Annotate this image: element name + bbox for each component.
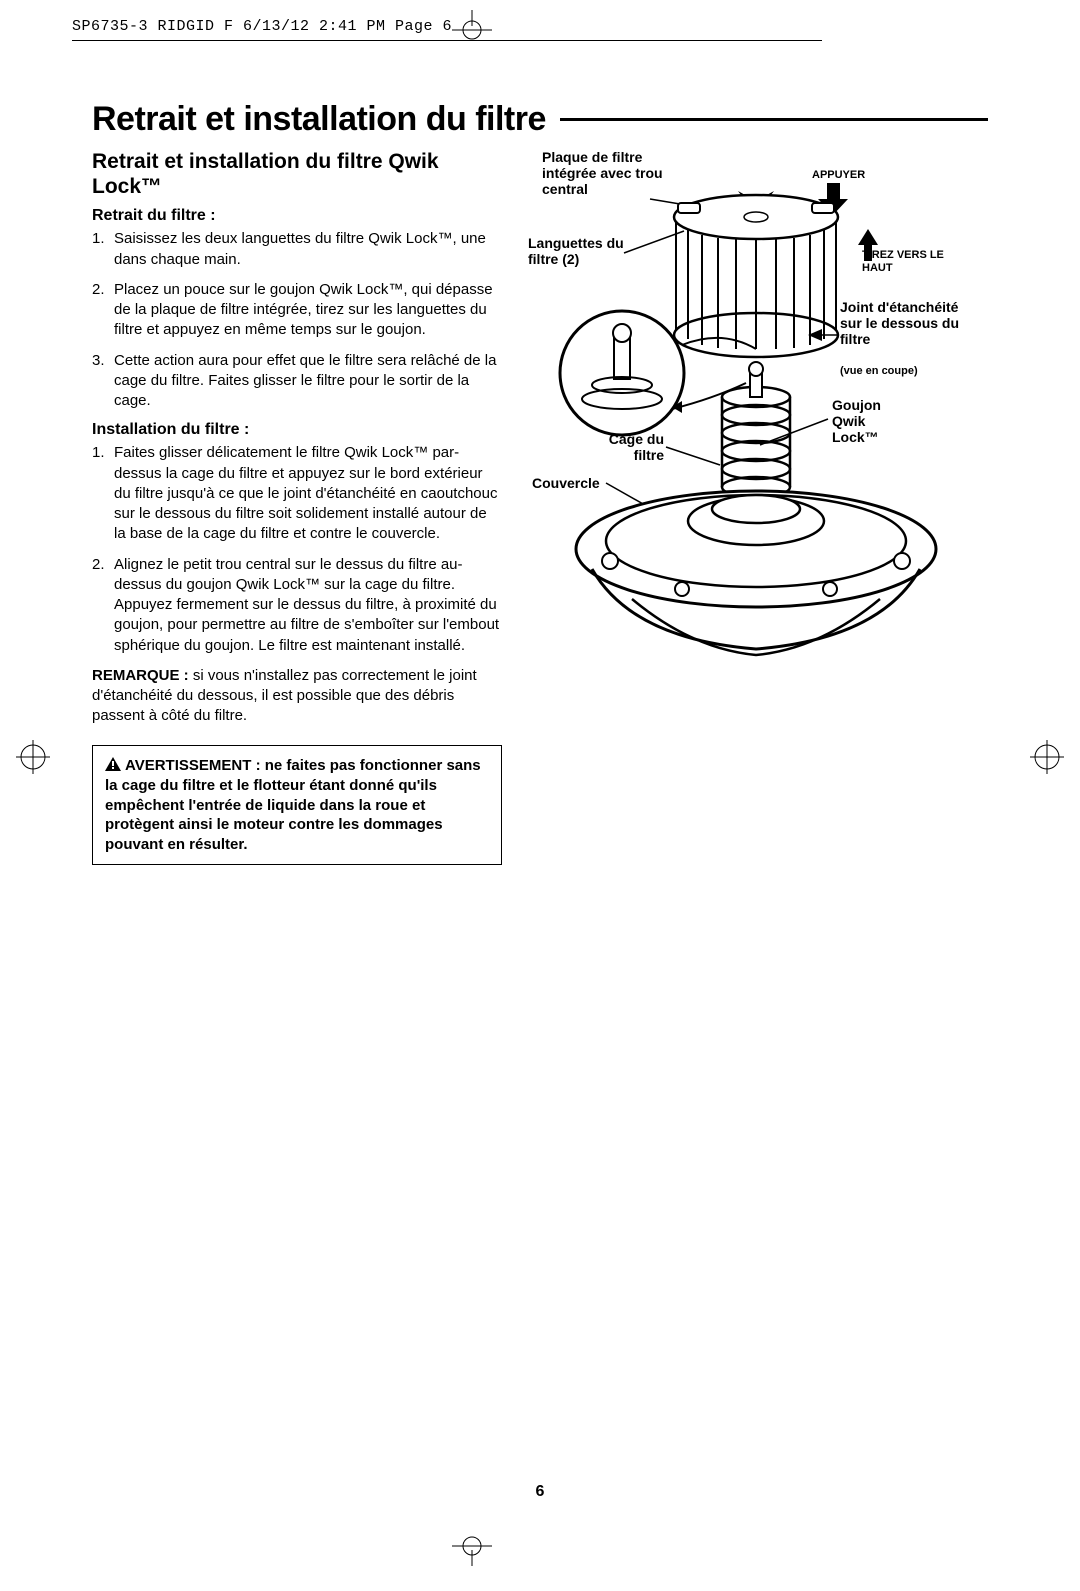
removal-heading: Retrait du filtre : (92, 207, 502, 225)
filter-diagram-svg (522, 149, 962, 709)
note-paragraph: REMARQUE : si vous n'installez pas corre… (92, 666, 502, 727)
page-content: Retrait et installation du filtre Retrai… (92, 100, 988, 865)
left-column: Retrait et installation du filtre Qwik L… (92, 149, 502, 865)
list-item: Cette action aura pour effet que le filt… (92, 351, 502, 412)
list-item: Alignez le petit trou central sur le des… (92, 555, 502, 656)
doc-header-meta: SP6735-3 RIDGID F 6/13/12 2:41 PM Page 6 (72, 18, 452, 35)
filter-diagram: Plaque de filtre intégrée avec trou cent… (522, 149, 962, 709)
title-rule (560, 118, 988, 121)
list-item: Saisissez les deux languettes du filtre … (92, 229, 502, 270)
removal-steps: Saisissez les deux languettes du filtre … (92, 229, 502, 411)
warning-box: AVERTISSEMENT : ne faites pas fonctionne… (92, 745, 502, 866)
note-label: REMARQUE : (92, 667, 189, 684)
two-column-layout: Retrait et installation du filtre Qwik L… (92, 149, 988, 865)
page-number: 6 (0, 1483, 1080, 1501)
registration-mark-right-icon (1030, 740, 1064, 779)
registration-mark-left-icon (16, 740, 50, 779)
list-item: Faites glisser délicatement le filtre Qw… (92, 443, 502, 544)
warning-triangle-icon (105, 757, 121, 777)
right-column: Plaque de filtre intégrée avec trou cent… (522, 149, 962, 865)
warning-label: AVERTISSEMENT : (125, 757, 261, 774)
crop-mark-bottom-icon (452, 1526, 492, 1571)
header-rule (72, 40, 822, 41)
installation-heading: Installation du filtre : (92, 421, 502, 439)
section-subtitle: Retrait et installation du filtre Qwik L… (92, 149, 502, 199)
list-item: Placez un pouce sur le goujon Qwik Lock™… (92, 280, 502, 341)
main-title-row: Retrait et installation du filtre (92, 100, 988, 139)
page-title: Retrait et installation du filtre (92, 100, 560, 139)
crop-mark-top-icon (452, 10, 492, 50)
installation-steps: Faites glisser délicatement le filtre Qw… (92, 443, 502, 656)
